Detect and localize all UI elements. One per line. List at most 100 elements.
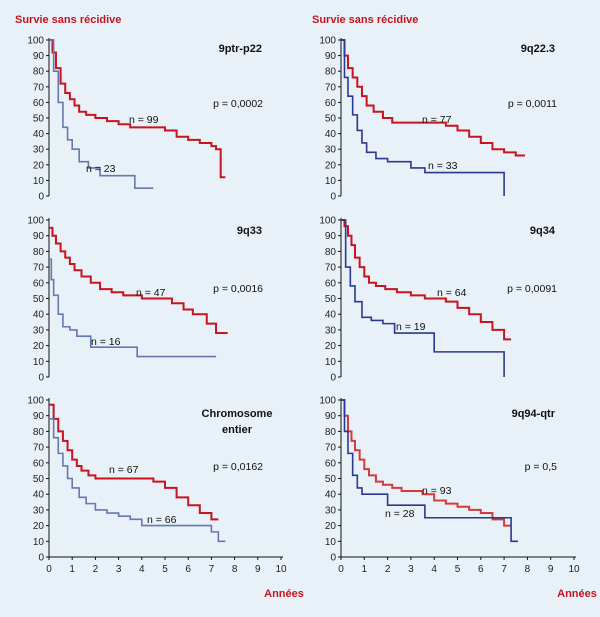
panel-2-y-tick-label: 100 xyxy=(319,36,336,47)
y-axis-title-2: Survie sans récidive xyxy=(312,14,418,26)
panel-6-title: 9q94-qtr xyxy=(512,408,556,420)
panel-5-series-2-label: n = 66 xyxy=(147,514,177,526)
panel-4-y-tick-label: 30 xyxy=(325,325,337,336)
panel-6-x-tick-label: 9 xyxy=(548,564,554,575)
panel-2-series-1-curve xyxy=(341,39,526,157)
panel-4-y-tick-label: 50 xyxy=(325,294,337,305)
panel-6-y-tick-label: 20 xyxy=(325,521,337,532)
panel-3-y-tick-label: 10 xyxy=(33,357,45,368)
panel-6-x-tick-label: 2 xyxy=(385,564,391,575)
panel-1-p-value: p = 0,0002 xyxy=(213,98,263,110)
panel-6-x-tick-label: 6 xyxy=(478,564,484,575)
panel-5-series-2-curve xyxy=(49,418,226,543)
panel-5-y-tick-label: 100 xyxy=(27,396,44,407)
panel-5-y-tick-label: 60 xyxy=(33,458,45,469)
panel-6-x-tick-label: 10 xyxy=(568,564,580,575)
panel-1-y-tick-label: 10 xyxy=(33,176,45,187)
panel-3-y-tick-label: 90 xyxy=(33,231,45,242)
panel-2-y-tick-label: 80 xyxy=(325,67,337,78)
panel-5-x-tick-label: 8 xyxy=(232,564,238,575)
panel-2-y-tick-label: 20 xyxy=(325,160,337,171)
panel-6-series-1-curve xyxy=(341,399,512,527)
panel-4-y-tick-label: 90 xyxy=(325,231,337,242)
panel-5-x-tick-label: 4 xyxy=(139,564,145,575)
panel-6-y-tick-label: 0 xyxy=(330,553,336,564)
panel-6-series-2-curve xyxy=(341,399,519,543)
panel-5-y-tick-label: 50 xyxy=(33,474,45,485)
panel-5-y-tick-label: 20 xyxy=(33,521,45,532)
panel-6-y-tick-label: 90 xyxy=(325,411,337,422)
panel-3-y-tick-label: 80 xyxy=(33,247,45,258)
panel-3-p-value: p = 0,0016 xyxy=(213,283,263,295)
panel-5-y-tick-label: 90 xyxy=(33,411,45,422)
panel-2-y-tick-label: 30 xyxy=(325,145,337,156)
panel-1-series-2-label: n = 23 xyxy=(86,163,116,175)
panel-2-y-tick-label: 50 xyxy=(325,114,337,125)
panel-5-x-tick-label: 7 xyxy=(209,564,215,575)
panel-2-y-tick-label: 0 xyxy=(330,192,336,203)
panel-4-y-tick-label: 80 xyxy=(325,247,337,258)
panel-2-p-value: p = 0,0011 xyxy=(508,98,557,110)
panel-1-series-2-curve xyxy=(49,39,154,189)
panel-3-y-tick-label: 70 xyxy=(33,263,45,274)
panel-4-title: 9q34 xyxy=(530,225,556,237)
panel-6-x-tick-label: 8 xyxy=(525,564,531,575)
panel-3-y-tick-label: 0 xyxy=(38,373,44,384)
panel-5-series-1-label: n = 67 xyxy=(109,464,139,476)
panel-5-x-tick-label: 9 xyxy=(255,564,261,575)
panel-4-y-tick-label: 10 xyxy=(325,357,337,368)
panel-5-x-tick-label: 6 xyxy=(185,564,191,575)
panel-6-x-tick-label: 3 xyxy=(408,564,414,575)
panel-3-y-tick-label: 40 xyxy=(33,310,45,321)
panel-6-y-tick-label: 50 xyxy=(325,474,337,485)
panel-2-y-tick-label: 60 xyxy=(325,98,337,109)
panel-4-y-tick-label: 70 xyxy=(325,263,337,274)
panel-4-series-2-curve xyxy=(341,219,505,377)
panel-5-title-line-1: Chromosome xyxy=(202,408,273,420)
panel-1-title: 9ptr-p22 xyxy=(219,43,262,55)
panel-3-series-2-label: n = 16 xyxy=(91,336,121,348)
panel-6-y-tick-label: 60 xyxy=(325,458,337,469)
panel-2-series-1-label: n = 77 xyxy=(422,114,452,126)
panel-4-y-tick-label: 40 xyxy=(325,310,337,321)
panel-2-series-2-label: n = 33 xyxy=(428,160,458,172)
panel-2-y-tick-label: 10 xyxy=(325,176,337,187)
panel-6-x-tick-label: 0 xyxy=(338,564,344,575)
panel-6-x-tick-label: 1 xyxy=(362,564,368,575)
panel-3-y-tick-label: 30 xyxy=(33,325,45,336)
y-axis-title-1: Survie sans récidive xyxy=(15,14,121,26)
panel-1-y-tick-label: 40 xyxy=(33,129,45,140)
panel-5-p-value: p = 0,0162 xyxy=(213,461,263,473)
panel-5-x-tick-label: 2 xyxy=(93,564,99,575)
panel-6-y-tick-label: 100 xyxy=(319,396,336,407)
panel-6-y-tick-label: 40 xyxy=(325,490,337,501)
panel-6-y-tick-label: 10 xyxy=(325,537,337,548)
panel-4-series-1-label: n = 64 xyxy=(437,287,467,299)
panel-6-x-axis-title: Années xyxy=(557,588,597,600)
panel-4-y-tick-label: 60 xyxy=(325,278,337,289)
panel-5-y-tick-label: 0 xyxy=(38,553,44,564)
panel-4-series-2-label: n = 19 xyxy=(396,321,426,333)
panel-2-title: 9q22.3 xyxy=(521,43,555,55)
panel-1-series-1-label: n = 99 xyxy=(129,114,159,126)
panel-6-y-tick-label: 70 xyxy=(325,443,337,454)
panel-6-series-2-label: n = 28 xyxy=(385,508,415,520)
panel-5-x-axis-title: Années xyxy=(264,588,304,600)
panel-3-y-tick-label: 100 xyxy=(27,216,44,227)
panel-3-y-tick-label: 60 xyxy=(33,278,45,289)
panel-3-series-1-label: n = 47 xyxy=(136,287,166,299)
panel-2-y-tick-label: 40 xyxy=(325,129,337,140)
panel-5-x-tick-label: 1 xyxy=(69,564,75,575)
panel-5-y-tick-label: 40 xyxy=(33,490,45,501)
panel-3-series-1-curve xyxy=(49,226,228,335)
panel-5-title-line-2: entier xyxy=(222,424,253,436)
panel-1-y-tick-label: 70 xyxy=(33,82,45,93)
panel-1-y-tick-label: 50 xyxy=(33,114,45,125)
panel-1-series-1-curve xyxy=(49,39,226,179)
panel-1-y-tick-label: 30 xyxy=(33,145,45,156)
panel-1-y-tick-label: 0 xyxy=(38,192,44,203)
panel-6-y-tick-label: 30 xyxy=(325,505,337,516)
panel-3-title: 9q33 xyxy=(237,225,262,237)
panel-1-y-tick-label: 60 xyxy=(33,98,45,109)
panel-6-y-tick-label: 80 xyxy=(325,427,337,438)
